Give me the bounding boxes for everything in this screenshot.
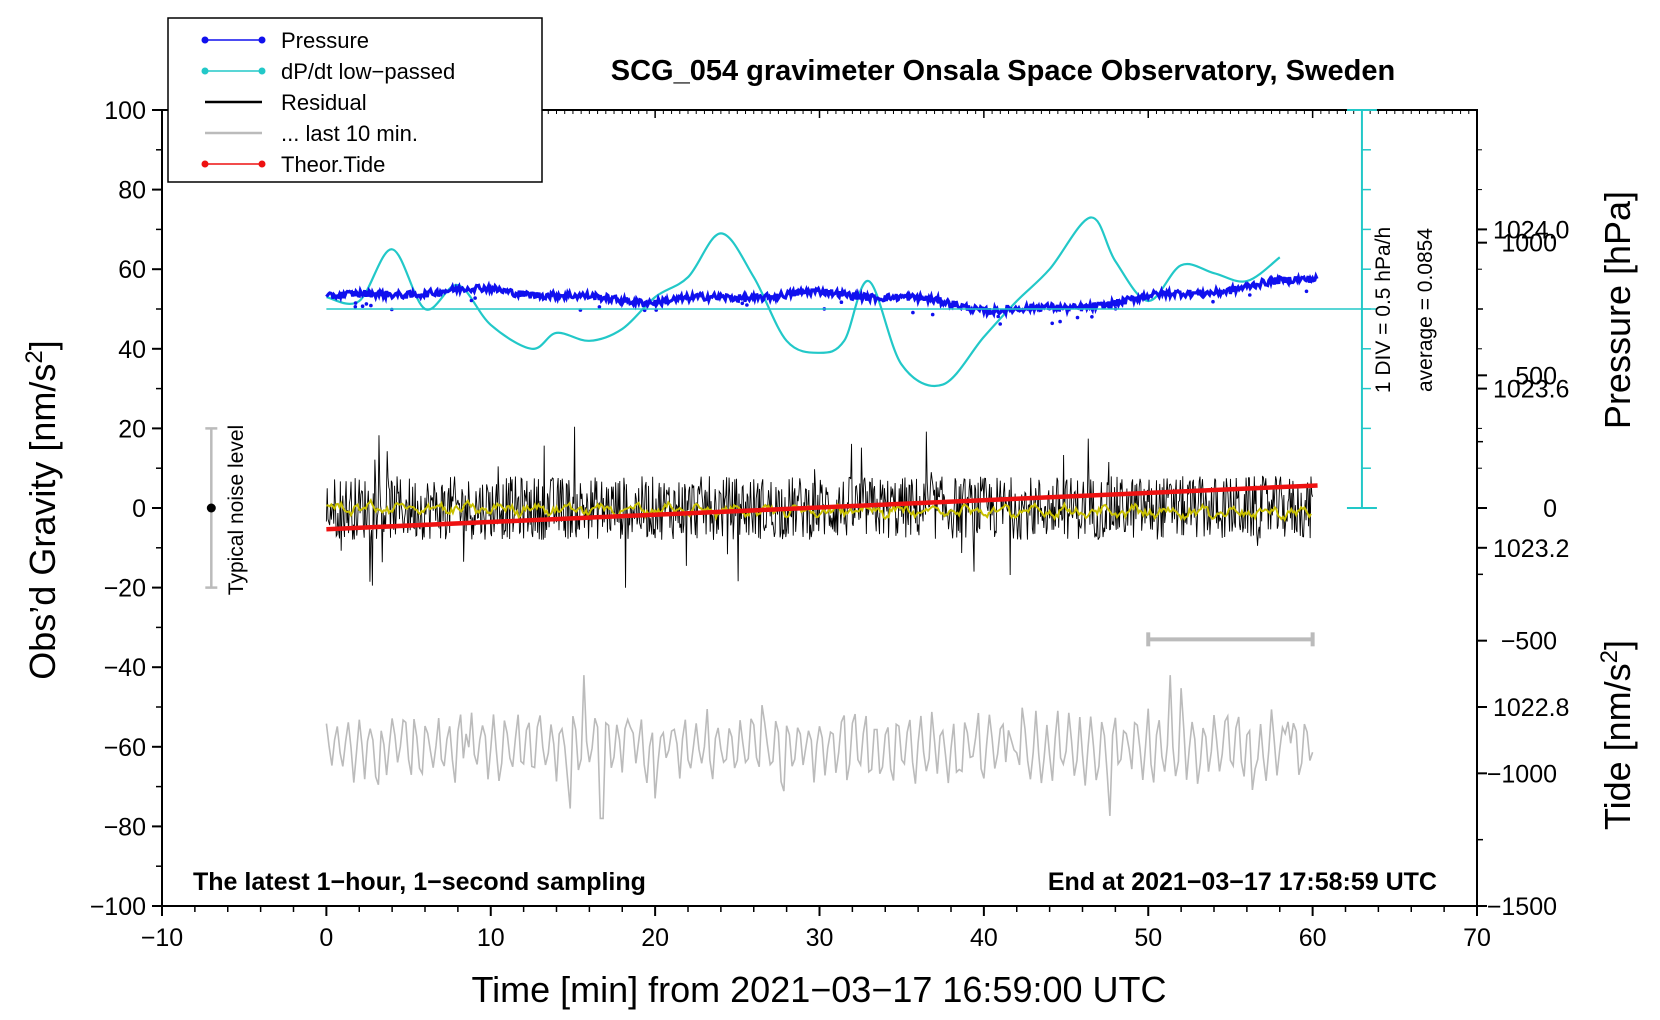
legend-marker bbox=[201, 67, 209, 75]
pressure-point bbox=[839, 300, 844, 305]
pressure-point bbox=[745, 303, 749, 307]
y-tick-label: −40 bbox=[104, 654, 146, 682]
pressure-point bbox=[1248, 293, 1252, 297]
y2-axis-title-pressure: Pressure [hPa] bbox=[1597, 191, 1638, 429]
pressure-point bbox=[353, 301, 358, 305]
pressure-point bbox=[911, 310, 915, 315]
tide-tick-label: 0 bbox=[1543, 495, 1557, 523]
pressure-tick-label: 1023.2 bbox=[1493, 535, 1569, 563]
scale-label-div: 1 DIV = 0.5 hPa/h bbox=[1372, 227, 1395, 393]
pressure-tick-label: 1023.6 bbox=[1493, 376, 1569, 404]
y-tick-label: −20 bbox=[104, 575, 146, 603]
y-tick-label: 60 bbox=[118, 256, 146, 284]
y-tick-label: 80 bbox=[118, 177, 146, 205]
y-tick-label: −100 bbox=[90, 893, 146, 921]
legend-label: Theor.Tide bbox=[281, 152, 385, 177]
pressure-point bbox=[1304, 289, 1309, 294]
typical-noise-bar bbox=[205, 427, 218, 589]
x-tick-label: 20 bbox=[641, 924, 669, 952]
note-end-time: End at 2021−03−17 17:58:59 UTC bbox=[1048, 868, 1437, 896]
scale-label-average: average = 0.0854 bbox=[1414, 228, 1437, 392]
y-tick-label: −60 bbox=[104, 734, 146, 762]
pressure-point bbox=[364, 302, 369, 306]
x-tick-label: 10 bbox=[477, 924, 505, 952]
pressure-point bbox=[469, 298, 474, 303]
legend-label: Pressure bbox=[281, 28, 369, 53]
series-theor-tide bbox=[326, 483, 1318, 532]
theor-tide-line bbox=[326, 483, 1318, 532]
pressure-point bbox=[740, 301, 745, 306]
pressure-point bbox=[1075, 315, 1080, 320]
x-axis-title: Time [min] from 2021−03−17 16:59:00 UTC bbox=[471, 969, 1166, 1010]
y-tick-label: 20 bbox=[118, 415, 146, 443]
pressure-line bbox=[325, 271, 1319, 320]
series-pressure bbox=[325, 271, 1319, 326]
x-axis: −10 0 10 20 30 40 50 60 70 bbox=[141, 110, 1491, 952]
dpdt-line bbox=[326, 216, 1281, 388]
legend-marker bbox=[201, 36, 209, 44]
pressure-point bbox=[996, 314, 1000, 319]
y2-axis-title-tide: Tide [nm/s2] bbox=[1596, 640, 1639, 830]
series-dpdt-lowpassed bbox=[326, 216, 1281, 388]
last-10-min-bar bbox=[1146, 632, 1315, 647]
y-tick-label: 100 bbox=[104, 97, 146, 125]
tide-tick-label: 500 bbox=[1515, 362, 1557, 390]
x-tick-label: 60 bbox=[1299, 924, 1327, 952]
legend-marker bbox=[258, 160, 266, 168]
legend-label: ... last 10 min. bbox=[281, 121, 418, 146]
series-residual-lowpassed bbox=[326, 497, 1312, 523]
y-axis-tide: −1500 −1000 −500 0 500 1000 bbox=[1477, 230, 1557, 921]
legend-label: Residual bbox=[281, 90, 367, 115]
legend-marker bbox=[258, 67, 266, 75]
series-last-10-min bbox=[325, 675, 1314, 820]
pressure-point bbox=[473, 296, 477, 300]
x-tick-label: 0 bbox=[319, 924, 333, 952]
tide-tick-label: 1000 bbox=[1501, 230, 1557, 258]
pressure-point bbox=[998, 322, 1002, 326]
legend-marker bbox=[258, 36, 266, 44]
chart-title: SCG_054 gravimeter Onsala Space Observat… bbox=[611, 55, 1395, 87]
tide-tick-label: −500 bbox=[1501, 628, 1557, 656]
legend-label: dP/dt low−passed bbox=[281, 59, 455, 84]
pressure-point bbox=[1090, 315, 1094, 319]
y-axis-title: Obs’d Gravity [nm/s2] bbox=[21, 340, 64, 679]
y-axis-gravity: −100 −80 −60 −40 −20 0 20 40 60 80 100 bbox=[90, 97, 162, 921]
note-sampling: The latest 1−hour, 1−second sampling bbox=[193, 868, 646, 896]
pressure-point bbox=[360, 304, 365, 309]
legend-marker bbox=[201, 160, 209, 168]
noise-label: Typical noise level bbox=[225, 425, 248, 595]
legend: Pressure dP/dt low−passed Residual ... last… bbox=[167, 17, 543, 183]
pressure-point bbox=[1050, 321, 1054, 326]
legend-box bbox=[167, 17, 543, 183]
pressure-point bbox=[353, 305, 358, 309]
y-tick-label: −80 bbox=[104, 813, 146, 841]
residual-lowpassed-line bbox=[326, 497, 1312, 523]
dpdt-scale-bar bbox=[326, 109, 1377, 509]
tide-tick-label: −1000 bbox=[1487, 760, 1557, 788]
noise-bar-dot bbox=[206, 503, 216, 513]
pressure-tick-label: 1024.0 bbox=[1493, 216, 1569, 244]
series-residual bbox=[325, 426, 1314, 588]
y-axis-pressure: 1022.8 1023.2 1023.6 1024.0 bbox=[1477, 149, 1569, 722]
y-tick-label: 0 bbox=[132, 495, 146, 523]
pressure-point bbox=[1058, 319, 1062, 324]
residual-line bbox=[325, 426, 1314, 588]
x-tick-label: 40 bbox=[970, 924, 998, 952]
x-tick-label: 50 bbox=[1134, 924, 1162, 952]
x-tick-label: 30 bbox=[806, 924, 834, 952]
pressure-point bbox=[597, 305, 602, 309]
pressure-point bbox=[369, 303, 373, 308]
x-tick-label: −10 bbox=[141, 924, 183, 952]
pressure-point bbox=[930, 312, 935, 317]
tide-tick-label: −1500 bbox=[1487, 893, 1557, 921]
pressure-point bbox=[1211, 299, 1215, 304]
last-10-min-line bbox=[325, 675, 1314, 820]
pressure-tick-label: 1022.8 bbox=[1493, 694, 1569, 722]
x-tick-label: 70 bbox=[1463, 924, 1491, 952]
y-tick-label: 40 bbox=[118, 336, 146, 364]
